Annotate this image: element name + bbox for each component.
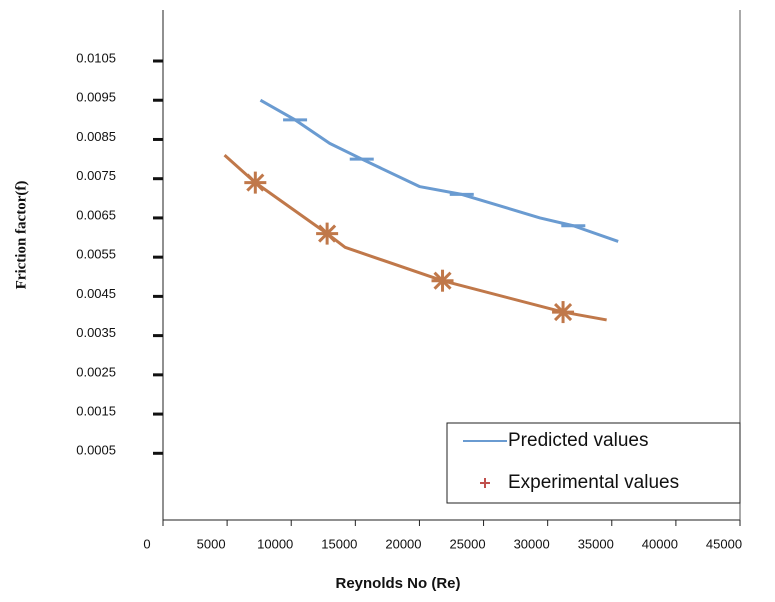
y-axis-label: Friction factor(f) bbox=[13, 181, 29, 290]
y-tick-label: 0.0005 bbox=[76, 443, 116, 458]
y-tick-label: 0.0085 bbox=[76, 129, 116, 144]
marker bbox=[244, 171, 267, 194]
x-tick-label: 10000 bbox=[257, 536, 293, 551]
y-tick-label: 0.0075 bbox=[76, 168, 116, 183]
y-tick-label: 0.0055 bbox=[76, 247, 116, 262]
x-tick-label: 15000 bbox=[321, 536, 357, 551]
x-tick-label: 45000 bbox=[706, 536, 742, 551]
y-tick-label: 0.0015 bbox=[76, 404, 116, 419]
marker-stroke bbox=[246, 173, 265, 192]
legend-label: Predicted values bbox=[508, 430, 648, 451]
y-tick-label: 0.0045 bbox=[76, 286, 116, 301]
y-tick-label: 0.0025 bbox=[76, 364, 116, 379]
x-tick-label: 30000 bbox=[514, 536, 550, 551]
legend-swatch bbox=[480, 478, 490, 488]
marker-stroke bbox=[553, 303, 573, 322]
series-line bbox=[223, 154, 607, 322]
y-tick-label: 0.0065 bbox=[76, 207, 116, 222]
x-axis-label: Reynolds No (Re) bbox=[335, 575, 460, 592]
x-tick-label: 35000 bbox=[578, 536, 614, 551]
x-tick-label: 5000 bbox=[197, 536, 226, 551]
x-tick-label: 25000 bbox=[449, 536, 485, 551]
marker bbox=[316, 222, 339, 245]
series-line bbox=[259, 98, 619, 243]
marker-stroke bbox=[433, 271, 452, 290]
legend-label: Experimental values bbox=[508, 472, 679, 493]
marker bbox=[431, 269, 454, 292]
legend-box bbox=[446, 422, 741, 504]
x-tick-label: 0 bbox=[143, 536, 150, 551]
x-tick-label: 20000 bbox=[385, 536, 421, 551]
marker-stroke bbox=[318, 224, 337, 243]
y-tick-label: 0.0035 bbox=[76, 325, 116, 340]
y-tick-label: 0.0105 bbox=[76, 50, 116, 65]
x-tick-label: 40000 bbox=[642, 536, 678, 551]
y-tick-label: 0.0095 bbox=[76, 90, 116, 105]
marker bbox=[552, 301, 575, 324]
